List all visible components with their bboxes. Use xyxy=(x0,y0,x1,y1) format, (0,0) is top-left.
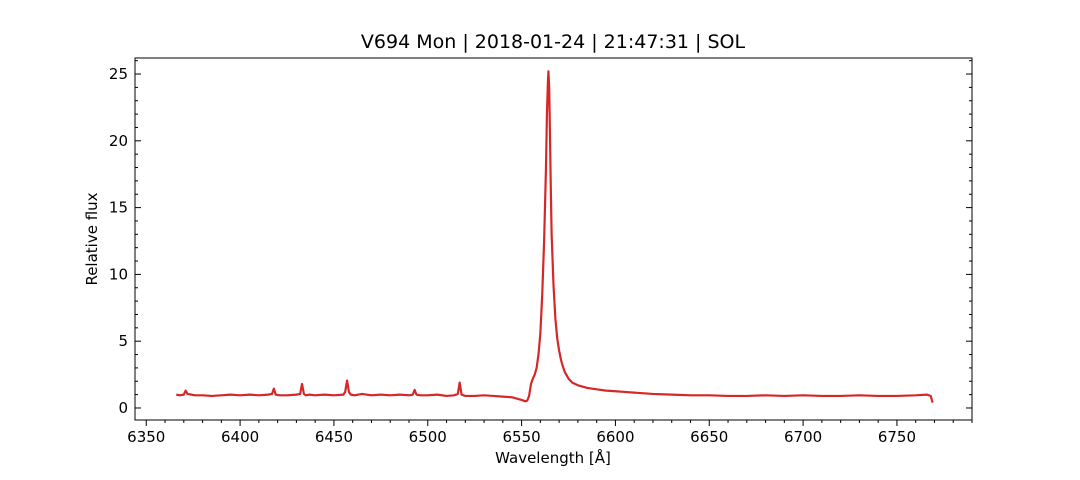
x-axis-label: Wavelength [Å] xyxy=(495,448,611,467)
x-tick-label: 6400 xyxy=(221,428,259,446)
chart-title: V694 Mon | 2018-01-24 | 21:47:31 | SOL xyxy=(361,31,746,53)
y-tick-label: 15 xyxy=(109,199,128,217)
y-tick-label: 5 xyxy=(118,332,128,350)
x-tick-label: 6700 xyxy=(784,428,822,446)
x-tick-label: 6600 xyxy=(596,428,634,446)
x-tick-label: 6500 xyxy=(409,428,447,446)
x-tick-label: 6450 xyxy=(315,428,353,446)
spectrum-line-0 xyxy=(176,70,934,403)
y-axis: 0 5 10 15 20 25 xyxy=(109,60,972,417)
series-layer xyxy=(176,70,934,403)
x-tick-label: 6550 xyxy=(503,428,541,446)
y-axis-label: Relative flux xyxy=(83,192,101,285)
x-tick-label: 6350 xyxy=(127,428,165,446)
x-tick-label: 6750 xyxy=(878,428,916,446)
x-axis: 6350 6400 6450 6500 6550 6600 6650 6700 6750 xyxy=(127,420,973,446)
x-tick-label: 6650 xyxy=(690,428,728,446)
y-tick-label: 10 xyxy=(109,265,128,283)
y-tick-label: 0 xyxy=(118,399,128,417)
y-tick-label: 20 xyxy=(109,132,128,150)
plot-area xyxy=(134,57,973,421)
plot-frame xyxy=(134,57,973,421)
y-tick-label: 25 xyxy=(109,65,128,83)
